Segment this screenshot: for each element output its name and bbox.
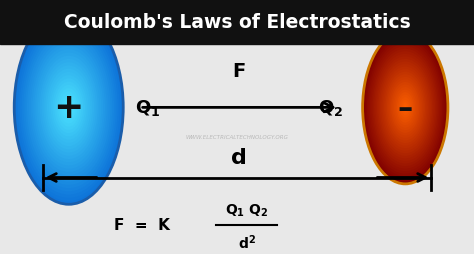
- Text: d: d: [231, 148, 247, 167]
- Ellipse shape: [385, 72, 425, 144]
- Ellipse shape: [36, 50, 101, 166]
- Ellipse shape: [378, 60, 432, 156]
- Ellipse shape: [16, 15, 121, 201]
- Ellipse shape: [401, 100, 410, 116]
- Text: $\mathbf{d^2}$: $\mathbf{d^2}$: [237, 233, 255, 251]
- Ellipse shape: [390, 80, 421, 136]
- Ellipse shape: [394, 88, 417, 128]
- Ellipse shape: [45, 66, 92, 150]
- Ellipse shape: [19, 21, 118, 195]
- Ellipse shape: [371, 47, 439, 169]
- Ellipse shape: [63, 98, 74, 118]
- Ellipse shape: [49, 73, 89, 143]
- Ellipse shape: [30, 40, 107, 176]
- Ellipse shape: [397, 93, 414, 123]
- Ellipse shape: [23, 27, 114, 188]
- Ellipse shape: [364, 34, 447, 182]
- Bar: [0, 0, 474, 44]
- Ellipse shape: [60, 92, 78, 124]
- Text: F  =  K: F = K: [114, 217, 170, 232]
- Ellipse shape: [398, 95, 412, 121]
- Ellipse shape: [62, 95, 76, 121]
- Ellipse shape: [402, 103, 408, 113]
- Ellipse shape: [375, 55, 435, 161]
- Text: WWW.ELECTRICALTECHNOLOGY.ORG: WWW.ELECTRICALTECHNOLOGY.ORG: [185, 135, 289, 140]
- Ellipse shape: [368, 42, 442, 174]
- Ellipse shape: [51, 76, 87, 140]
- Text: +: +: [54, 91, 84, 125]
- Ellipse shape: [374, 52, 437, 164]
- Ellipse shape: [25, 31, 112, 185]
- Ellipse shape: [387, 75, 424, 141]
- Ellipse shape: [40, 56, 98, 160]
- Text: F: F: [233, 62, 246, 81]
- Text: –: –: [398, 93, 413, 122]
- Ellipse shape: [34, 47, 103, 169]
- Ellipse shape: [18, 18, 119, 198]
- Text: $\mathbf{Q_2}$: $\mathbf{Q_2}$: [319, 98, 344, 118]
- Ellipse shape: [27, 34, 110, 182]
- Ellipse shape: [65, 102, 73, 114]
- Ellipse shape: [365, 37, 445, 179]
- Ellipse shape: [38, 53, 100, 163]
- Ellipse shape: [392, 85, 418, 131]
- Ellipse shape: [58, 89, 80, 127]
- Ellipse shape: [56, 85, 82, 131]
- Ellipse shape: [21, 24, 116, 192]
- Ellipse shape: [381, 65, 429, 151]
- Ellipse shape: [380, 62, 431, 154]
- Ellipse shape: [370, 44, 441, 171]
- Ellipse shape: [404, 105, 407, 110]
- Ellipse shape: [367, 39, 444, 177]
- Ellipse shape: [14, 11, 123, 204]
- Ellipse shape: [52, 79, 85, 137]
- Ellipse shape: [377, 57, 434, 159]
- Text: $\mathbf{Q_1}$: $\mathbf{Q_1}$: [135, 98, 160, 118]
- Ellipse shape: [395, 90, 415, 126]
- Ellipse shape: [47, 69, 91, 147]
- Ellipse shape: [384, 70, 427, 146]
- Text: $\mathbf{Q_1\ Q_2}$: $\mathbf{Q_1\ Q_2}$: [225, 201, 268, 218]
- Text: Coulomb's Laws of Electrostatics: Coulomb's Laws of Electrostatics: [64, 13, 410, 32]
- Ellipse shape: [388, 77, 422, 138]
- Ellipse shape: [54, 82, 83, 134]
- Ellipse shape: [43, 63, 94, 153]
- Ellipse shape: [32, 44, 105, 172]
- Ellipse shape: [383, 67, 428, 149]
- Ellipse shape: [29, 37, 109, 179]
- Ellipse shape: [67, 105, 71, 111]
- Ellipse shape: [373, 50, 438, 166]
- Ellipse shape: [391, 83, 419, 133]
- Ellipse shape: [363, 32, 448, 184]
- Ellipse shape: [400, 98, 411, 118]
- Ellipse shape: [41, 60, 96, 156]
